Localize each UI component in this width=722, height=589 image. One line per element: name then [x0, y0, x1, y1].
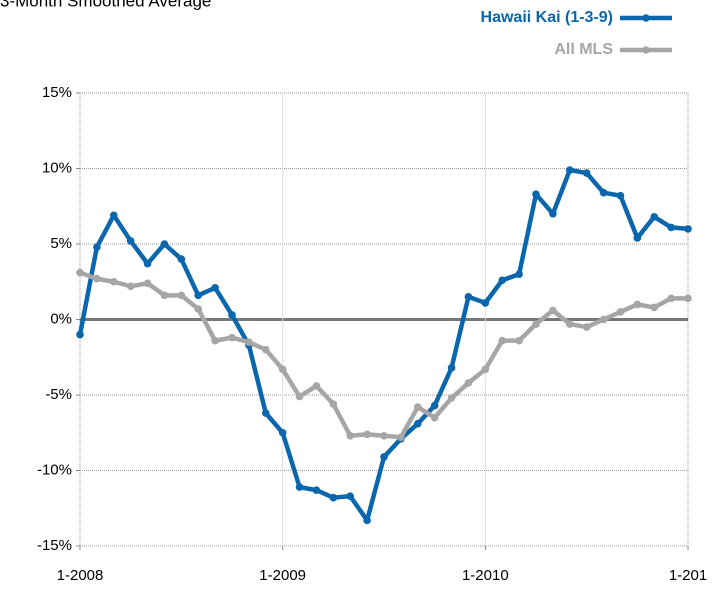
- point: [481, 299, 490, 307]
- point: [633, 300, 642, 309]
- point: [532, 190, 540, 198]
- point: [582, 323, 591, 331]
- legend-label: Hawaii Kai (1-3-9): [481, 9, 613, 26]
- y-tick-label: 10%: [42, 159, 72, 176]
- point: [346, 492, 355, 500]
- y-tick-label: -10%: [37, 461, 72, 478]
- point: [329, 400, 338, 408]
- point: [464, 293, 473, 301]
- point: [261, 345, 270, 354]
- point: [194, 305, 203, 313]
- point: [109, 211, 118, 220]
- point: [684, 225, 692, 233]
- point: [549, 210, 557, 218]
- point: [177, 291, 186, 300]
- point: [160, 291, 169, 300]
- point: [498, 276, 507, 285]
- point: [599, 188, 608, 197]
- point: [447, 364, 456, 372]
- point: [329, 493, 338, 502]
- point: [211, 336, 219, 345]
- point: [76, 330, 84, 339]
- point: [549, 306, 557, 315]
- point: [633, 234, 642, 242]
- point: [245, 338, 253, 346]
- point: [312, 486, 321, 494]
- point: [363, 430, 371, 439]
- legend-marker: [642, 14, 650, 22]
- point: [126, 282, 135, 291]
- point: [93, 274, 101, 283]
- point: [650, 303, 659, 312]
- series-line: [79, 270, 688, 440]
- x-tick-label: 1-2010: [462, 567, 509, 584]
- point: [312, 382, 321, 390]
- point: [363, 516, 371, 525]
- point: [143, 259, 152, 268]
- point: [498, 336, 507, 345]
- point: [228, 311, 236, 319]
- point: [76, 268, 84, 277]
- point: [582, 169, 591, 177]
- point: [380, 431, 388, 440]
- point: [295, 392, 304, 401]
- point: [346, 431, 355, 440]
- point: [93, 243, 101, 251]
- point: [261, 409, 270, 417]
- point: [616, 191, 625, 200]
- x-tick-label: 1-2009: [259, 567, 306, 584]
- point: [532, 320, 540, 328]
- point: [565, 320, 574, 328]
- legend-marker: [642, 46, 650, 54]
- x-tick-label: 1-2008: [57, 567, 104, 584]
- point: [413, 403, 422, 411]
- point: [616, 308, 625, 316]
- point: [278, 428, 287, 437]
- point: [380, 453, 388, 461]
- point: [278, 365, 287, 374]
- point: [565, 166, 574, 174]
- point: [599, 315, 608, 324]
- y-tick-label: 15%: [42, 84, 72, 101]
- point: [430, 413, 439, 422]
- point: [143, 279, 152, 288]
- point: [295, 483, 304, 491]
- point: [413, 419, 422, 428]
- point: [481, 365, 490, 374]
- point: [126, 237, 135, 245]
- point: [464, 379, 473, 387]
- point: [194, 291, 203, 300]
- point: [430, 401, 439, 410]
- point: [160, 240, 169, 248]
- point: [650, 213, 659, 221]
- point: [515, 270, 523, 279]
- point: [515, 336, 523, 345]
- y-tick-label: -15%: [37, 537, 72, 554]
- x-tick-label: 1-201: [669, 567, 707, 584]
- point: [667, 294, 675, 303]
- point: [397, 433, 405, 442]
- series-line: [77, 167, 689, 523]
- point: [684, 294, 692, 303]
- point: [211, 283, 219, 292]
- y-tick-label: -5%: [45, 386, 72, 403]
- legend-label: All MLS: [554, 41, 613, 58]
- point: [447, 394, 456, 402]
- y-tick-label: 0%: [50, 310, 72, 327]
- point: [109, 277, 118, 286]
- y-tick-label: 5%: [50, 235, 72, 252]
- chart-title: 3-Month Smoothed Average: [0, 0, 211, 10]
- point: [228, 333, 236, 342]
- point: [177, 255, 186, 263]
- point: [667, 223, 675, 232]
